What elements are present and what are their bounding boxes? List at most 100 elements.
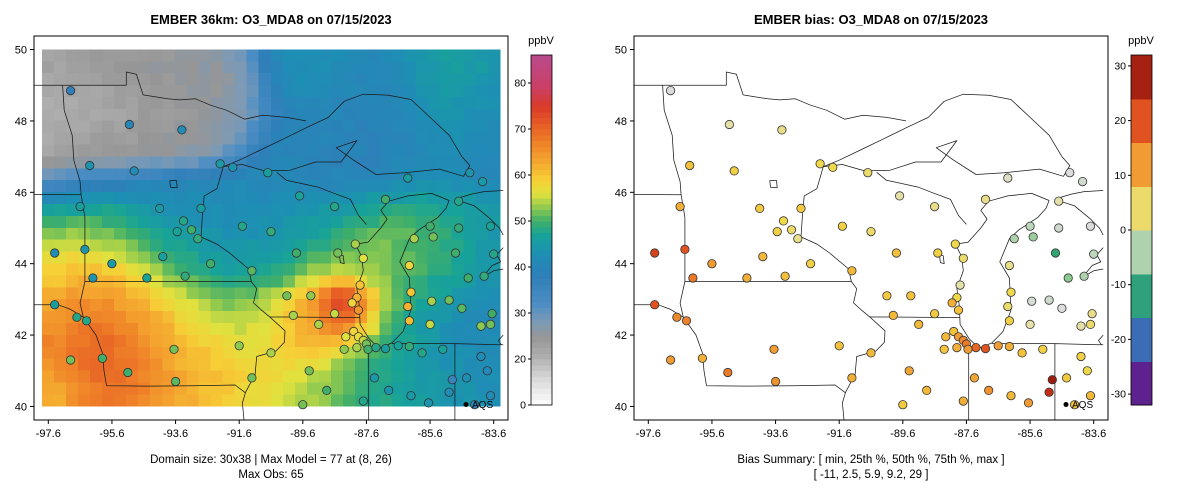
raster-cell <box>367 251 380 264</box>
raster-cell <box>53 370 67 383</box>
raster-cell <box>65 334 79 348</box>
raster-cell <box>53 239 67 252</box>
raster-cell <box>475 156 489 169</box>
raster-cell <box>246 73 260 86</box>
raster-cell <box>415 263 428 276</box>
raster-cell <box>162 61 175 74</box>
colorbar-gradient-step <box>531 134 552 142</box>
raster-cell <box>234 204 248 217</box>
colorbar-gradient-step <box>531 169 552 176</box>
raster-cell <box>282 346 296 360</box>
aqs-station-dot <box>298 400 308 410</box>
raster-cell <box>102 215 115 229</box>
raster-cell <box>246 204 260 217</box>
raster-cell <box>186 61 199 74</box>
raster-cell <box>391 251 404 264</box>
aqs-station-dot <box>1069 400 1080 410</box>
colorbar-tick-label: -20 <box>1111 334 1126 346</box>
aqs-station-dot <box>107 259 117 269</box>
raster-cell <box>150 73 163 86</box>
raster-cell <box>270 49 284 62</box>
raster-cell <box>391 73 404 86</box>
raster-cell <box>427 382 440 395</box>
aqs-station-dot <box>685 160 695 171</box>
raster-cell <box>379 358 392 371</box>
raster-cell <box>270 358 284 371</box>
raster-cell <box>427 204 440 217</box>
aqs-station-dot <box>1076 351 1086 362</box>
raster-cell <box>282 370 296 383</box>
raster-cell <box>186 287 199 300</box>
raster-cell <box>65 180 79 193</box>
raster-cell <box>355 227 368 241</box>
raster-cell <box>210 73 223 86</box>
raster-cell <box>270 394 284 407</box>
raster-cell <box>126 287 139 300</box>
raster-cell <box>307 168 320 181</box>
raster-cell <box>379 263 392 276</box>
raster-cell <box>463 132 477 145</box>
raster-cell <box>138 263 151 276</box>
raster-cell <box>439 168 453 181</box>
raster-cell <box>379 239 392 252</box>
aqs-station-dot <box>666 355 676 365</box>
raster-cell <box>246 156 260 169</box>
raster-cell <box>367 192 380 205</box>
raster-cell <box>138 73 151 86</box>
aqs-station-dot <box>487 309 497 319</box>
aqs-station-dot <box>793 234 803 244</box>
aqs-station-dot <box>158 252 168 262</box>
colorbar-gradient-step <box>531 232 552 239</box>
raster-cell <box>114 180 127 193</box>
raster-cell <box>162 323 175 336</box>
raster-cell <box>65 156 79 169</box>
raster-cell <box>331 358 344 371</box>
raster-cell <box>319 346 332 360</box>
aqs-station-dot <box>476 351 486 362</box>
colorbar-gradient-step <box>531 301 552 308</box>
raster-cell <box>234 227 248 241</box>
bias-panel-title: EMBER bias: O3_MDA8 on 07/15/2023 <box>754 12 988 27</box>
raster-cell <box>475 204 489 217</box>
raster-cell <box>65 215 79 229</box>
aqs-station-dot <box>123 367 133 378</box>
raster-cell <box>90 96 103 110</box>
raster-cell <box>198 287 211 300</box>
aqs-legend-label: AQS <box>472 400 493 411</box>
raster-cell <box>53 85 67 98</box>
colorbar-gradient-step <box>531 94 552 101</box>
aqs-station-dot <box>341 332 351 342</box>
raster-cell <box>270 73 284 86</box>
raster-cell <box>198 299 211 312</box>
raster-cell <box>391 287 404 300</box>
colorbar-gradient-step <box>531 330 552 337</box>
raster-cell <box>198 108 211 122</box>
colorbar-gradient-step <box>531 69 552 74</box>
raster-cell <box>331 168 344 181</box>
raster-cell <box>439 275 453 288</box>
raster-cell <box>222 239 236 252</box>
aqs-station-dot <box>444 295 454 305</box>
raster-cell <box>294 85 308 98</box>
raster-cell <box>427 120 440 133</box>
raster-cell <box>41 192 55 205</box>
aqs-station-dot <box>417 348 427 358</box>
raster-cell <box>463 382 477 395</box>
raster-cell <box>343 192 356 205</box>
raster-cell <box>102 180 115 193</box>
raster-cell <box>282 96 296 110</box>
raster-cell <box>439 180 453 193</box>
raster-cell <box>90 263 103 276</box>
aqs-station-dot <box>952 342 962 353</box>
raster-cell <box>210 239 223 252</box>
raster-cell <box>379 108 392 122</box>
raster-cell <box>282 61 296 74</box>
raster-cell <box>463 239 477 252</box>
raster-cell <box>102 49 115 62</box>
y-tick-label: 44 <box>15 259 27 271</box>
boundary-lines <box>634 71 1104 420</box>
colorbar-gradient-step <box>531 249 552 257</box>
raster-cell <box>41 49 55 62</box>
raster-cell <box>367 61 380 74</box>
colorbar-gradient-step <box>531 192 552 199</box>
